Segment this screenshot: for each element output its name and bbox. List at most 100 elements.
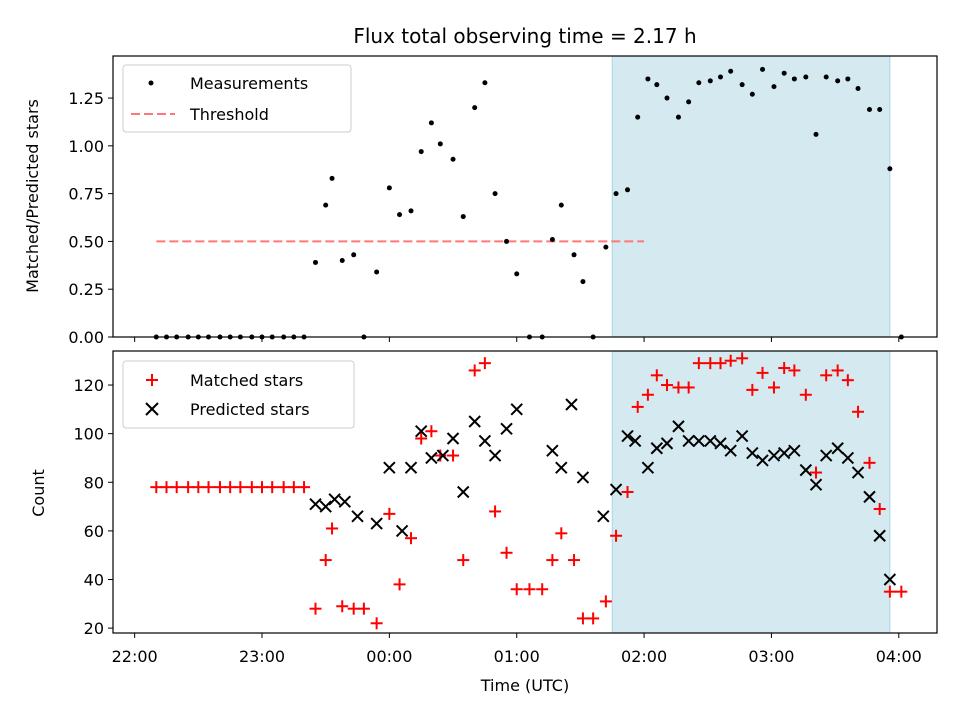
legend-predicted-marker xyxy=(145,402,159,416)
matched-stars-point xyxy=(736,352,749,365)
measurement-point xyxy=(580,279,586,285)
predicted-stars-point xyxy=(714,437,727,450)
measurement-point xyxy=(887,166,893,172)
ratio-ytick-label: 0.00 xyxy=(68,328,104,347)
matched-stars-point xyxy=(234,481,247,494)
predicted-stars-point xyxy=(746,446,759,460)
matched-stars-point xyxy=(425,425,438,438)
matched-stars-point xyxy=(599,595,612,608)
predicted-stars-point xyxy=(436,449,450,462)
predicted-stars-point xyxy=(425,451,438,465)
ratio-ytick-label: 1.25 xyxy=(68,89,104,108)
matched-stars-point xyxy=(863,456,876,469)
predicted-stars-point xyxy=(767,449,781,462)
predicted-stars-point xyxy=(777,446,791,460)
legend-measurements-label: Measurements xyxy=(190,74,308,93)
matched-stars-point xyxy=(724,354,737,367)
count-xtick-label: 03:00 xyxy=(748,647,794,666)
matched-stars-point xyxy=(661,379,674,392)
predicted-stars-point xyxy=(883,573,897,586)
predicted-stars-point xyxy=(735,429,749,443)
matched-stars-point xyxy=(415,432,428,445)
matched-stars-point xyxy=(478,357,491,370)
matched-stars-point xyxy=(546,554,559,567)
matched-stars-point xyxy=(298,481,311,494)
measurement-point xyxy=(771,84,777,90)
ratio-shaded-interval xyxy=(611,55,891,338)
measurement-point xyxy=(428,120,434,126)
matched-stars-point xyxy=(714,357,727,370)
predicted-stars-point xyxy=(565,398,578,411)
measurement-point xyxy=(514,271,520,277)
predicted-stars-point xyxy=(370,517,383,530)
predicted-stars-point xyxy=(831,442,844,455)
matched-stars-point xyxy=(704,357,717,370)
matched-stars-point xyxy=(468,364,481,377)
matched-stars-point xyxy=(393,578,406,591)
predicted-stars-point xyxy=(414,425,428,438)
measurement-point xyxy=(835,78,841,84)
ratio-ytick-label: 0.50 xyxy=(68,232,104,251)
predicted-stars-point xyxy=(851,466,865,479)
matched-stars-point xyxy=(852,405,865,418)
matched-stars-point xyxy=(576,612,589,625)
predicted-stars-point xyxy=(756,454,769,467)
matched-stars-point xyxy=(370,617,383,630)
matched-stars-point xyxy=(160,481,173,494)
predicted-stars-point xyxy=(704,434,717,448)
ratio-ylabel: Matched/Predicted stars xyxy=(23,99,42,293)
measurement-point xyxy=(351,252,357,258)
matched-stars-point xyxy=(682,381,695,394)
measurement-point xyxy=(312,259,318,265)
matched-stars-point xyxy=(336,600,349,613)
matched-stars-point xyxy=(841,374,854,387)
matched-stars-point xyxy=(873,503,886,516)
predicted-stars-point xyxy=(692,434,706,448)
matched-stars-point xyxy=(256,481,269,494)
measurement-point xyxy=(374,269,380,275)
matched-stars-point xyxy=(820,369,833,382)
count-xtick-label: 02:00 xyxy=(621,647,667,666)
matched-stars-point xyxy=(287,481,300,494)
predicted-stars-point xyxy=(309,497,322,511)
matched-stars-point xyxy=(610,529,623,542)
predicted-stars-point xyxy=(819,449,833,462)
matched-stars-point xyxy=(778,362,791,375)
ratio-frame xyxy=(112,55,938,338)
matched-stars-point xyxy=(192,481,205,494)
matched-stars-point xyxy=(266,481,279,494)
ratio-ytick-label: 0.75 xyxy=(68,185,104,204)
predicted-stars-point xyxy=(841,451,855,465)
predicted-stars-point xyxy=(609,483,623,496)
measurement-point xyxy=(803,74,809,80)
measurement-point xyxy=(504,238,510,244)
predicted-stars-point xyxy=(621,429,634,443)
count-shaded-interval xyxy=(611,350,891,634)
matched-stars-point xyxy=(641,388,654,401)
measurement-point xyxy=(845,76,851,82)
measurement-point xyxy=(558,202,564,208)
measurement-point xyxy=(450,156,456,162)
count-ytick-label: 60 xyxy=(84,522,104,541)
matched-stars-point xyxy=(756,366,769,379)
measurement-point xyxy=(813,131,819,137)
matched-stars-point xyxy=(319,554,332,567)
measurement-point xyxy=(855,85,861,91)
predicted-stars-point xyxy=(628,434,642,448)
predicted-stars-point xyxy=(457,485,470,499)
matched-stars-point xyxy=(405,532,418,545)
measurement-point xyxy=(781,70,787,76)
measurement-point xyxy=(397,212,403,218)
count-ytick-label: 120 xyxy=(73,376,104,395)
matched-stars-point xyxy=(746,383,759,396)
measurement-point xyxy=(437,141,443,147)
count-ytick-label: 100 xyxy=(73,425,104,444)
predicted-stars-point xyxy=(555,461,568,474)
measurement-point xyxy=(823,74,829,80)
matched-stars-point xyxy=(555,527,568,540)
matched-stars-point xyxy=(767,381,780,394)
legend-matched-label: Matched stars xyxy=(190,371,303,390)
predicted-stars-point xyxy=(351,510,364,523)
predicted-stars-point xyxy=(319,500,332,513)
matched-stars-point xyxy=(457,554,470,567)
